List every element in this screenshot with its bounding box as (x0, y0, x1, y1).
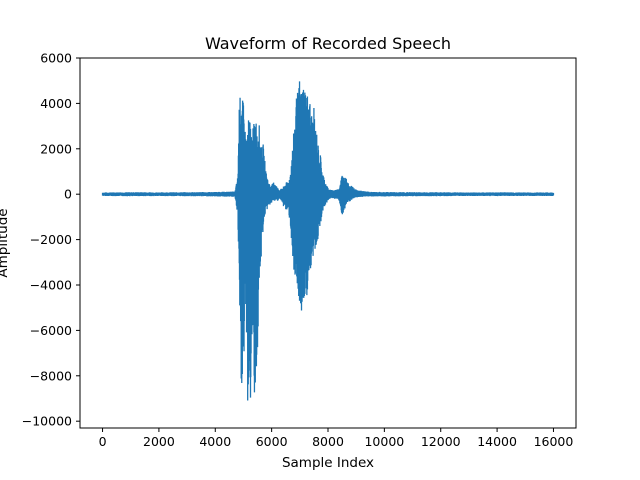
y-axis-title: Amplitude (0, 208, 11, 277)
y-tick-label: 2000 (40, 141, 72, 156)
waveform-line (101, 81, 555, 401)
chart-title: Waveform of Recorded Speech (205, 34, 451, 53)
x-tick-label: 12000 (421, 434, 461, 449)
y-tick-label: 0 (64, 187, 72, 202)
x-tick-label: 0 (99, 434, 107, 449)
y-tick-label: −8000 (30, 368, 72, 383)
x-tick-label: 16000 (534, 434, 574, 449)
x-tick-label: 4000 (199, 434, 231, 449)
waveform-series (101, 81, 555, 401)
x-axis-title: Sample Index (282, 455, 374, 471)
y-tick-label: 6000 (40, 51, 72, 66)
y-tick-label: −10000 (22, 414, 72, 429)
x-tick-label: 10000 (364, 434, 404, 449)
x-tick-label: 2000 (143, 434, 175, 449)
y-tick-label: 4000 (40, 96, 72, 111)
y-tick-label: −6000 (30, 323, 72, 338)
x-tick-label: 8000 (312, 434, 344, 449)
y-axis-ticks: −10000 −8000 −6000 −4000 −2000 0 2000 4000 6000 (22, 51, 80, 429)
y-tick-label: −2000 (30, 232, 72, 247)
x-tick-label: 14000 (477, 434, 517, 449)
x-tick-label: 6000 (256, 434, 288, 449)
y-tick-label: −4000 (30, 277, 72, 292)
x-axis-ticks: 0 2000 4000 6000 8000 10000 12000 14000 16000 (99, 428, 574, 449)
